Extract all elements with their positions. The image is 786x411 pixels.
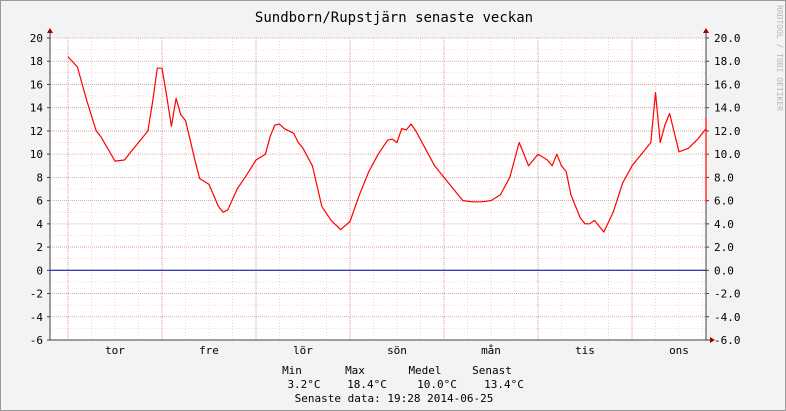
legend-header: Max [345,364,365,377]
legend-footer: Senaste data: 19:28 2014-06-25 [295,392,494,405]
x-tick-label: lör [293,344,313,357]
legend-value: 10.0°C [417,378,457,391]
x-tick-label: tis [575,344,595,357]
y-tick-label: 14 [30,102,44,115]
y-tick-label: 20 [30,32,43,45]
temperature-line [67,56,707,233]
y-tick-label: 16 [30,78,43,91]
y-tick-label: -6 [30,334,43,347]
y-tick-label: 18 [30,55,43,68]
x-tick-label: mån [481,344,501,357]
y-tick-label: 12 [30,125,43,138]
y-tick-label-right: 16.0 [714,78,741,91]
x-tick-label: ons [669,344,689,357]
grid-lines [50,37,706,341]
y-tick-label-right: 2.0 [714,241,734,254]
series-group [50,56,707,271]
y-tick-label: -2 [30,288,43,301]
y-tick-label-right: 6.0 [714,195,734,208]
x-axis-arrow [710,337,715,343]
y-tick-label-right: 14.0 [714,102,741,115]
y-tick-label: 2 [36,241,43,254]
legend-header: Min [282,364,302,377]
legend: Min Max Medel Senast 3.2°C 18.4°C 10.0°C 13.4°C… [282,364,524,405]
y-tick-label-right: 12.0 [714,125,741,138]
y-axis-arrow [47,28,53,33]
x-tick-label: tor [105,344,125,357]
y-tick-label: 4 [36,218,43,231]
x-tick-label: sön [387,344,407,357]
y-tick-label-right: 4.0 [714,218,734,231]
legend-value: 18.4°C [347,378,387,391]
y-tick-label: -4 [30,311,44,324]
x-tick-label: fre [199,344,219,357]
legend-value: 13.4°C [484,378,524,391]
y-tick-label-right: -6.0 [714,334,741,347]
y-tick-label: 0 [36,264,43,277]
legend-header: Medel [408,364,441,377]
y-tick-label-right: -2.0 [714,288,741,301]
tick-labels: -6 -4 -2 0 2 4 6 8 10 12 14 16 18 20 -6.0 -4.0 -2.0 0.0 2.… [30,32,741,357]
y-tick-label-right: 20.0 [714,32,741,45]
plot-area [50,38,706,340]
y-tick-label-right: 10.0 [714,148,741,161]
y-tick-label: 10 [30,148,43,161]
y-tick-label: 8 [36,171,43,184]
y-tick-label-right: 0.0 [714,264,734,277]
legend-value: 3.2°C [287,378,320,391]
chart-title: Sundborn/Rupstjärn senaste veckan [255,10,533,26]
y-tick-label-right: -4.0 [714,311,741,324]
y-axis-arrow [703,28,709,33]
y-tick-label-right: 8.0 [714,171,734,184]
y-tick-label-right: 18.0 [714,55,741,68]
y-tick-label: 6 [36,195,43,208]
rrdtool-watermark: RRDTOOL / TOBI OETIKER [775,5,784,111]
legend-header: Senast [472,364,512,377]
